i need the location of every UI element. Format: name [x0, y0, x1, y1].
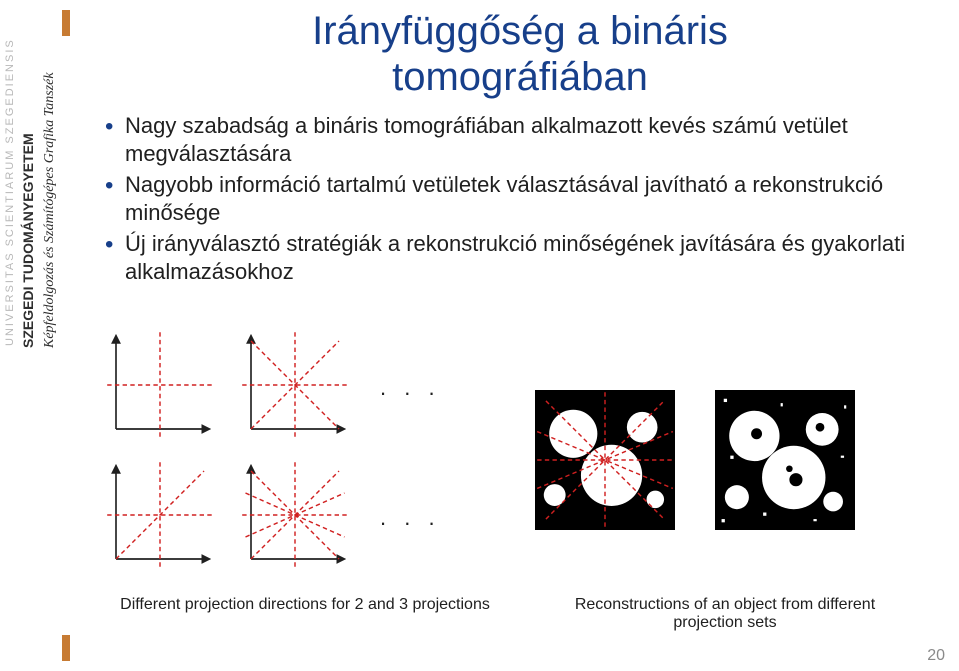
univ-label-hungarian: SZEGEDI TUDOMÁNYEGYETEM: [20, 133, 36, 348]
bullet-item: Új irányválasztó stratégiák a rekonstruk…: [105, 230, 945, 285]
dept-label: Képfeldolgozás és Számítógépes Grafika T…: [42, 72, 58, 348]
sidebar: UNIVERSITAS SCIENTIARUM SZEGEDIENSIS SZE…: [0, 0, 80, 671]
bullet-list: Nagy szabadság a bináris tomográfiában a…: [95, 112, 945, 285]
figure-captions: Different projection directions for 2 an…: [95, 596, 945, 632]
projection-diagram-2dir-b: [240, 330, 350, 440]
decor-block-bottom: [62, 635, 70, 661]
bullet-item: Nagy szabadság a bináris tomográfiában a…: [105, 112, 945, 167]
title-line-2: tomográfiában: [392, 55, 648, 99]
reconstruction-clean: [535, 390, 675, 530]
ellipsis-bottom: . . .: [380, 505, 441, 531]
projection-diagram-3dir-b: [240, 460, 350, 570]
decor-block-top: [62, 10, 70, 36]
reconstruction-noisy: [715, 390, 855, 530]
slide-number: 20: [927, 647, 945, 665]
projection-diagram-2dir-a: [105, 330, 215, 440]
bullet-item: Nagyobb információ tartalmú vetületek vá…: [105, 171, 945, 226]
caption-right: Reconstructions of an object from differ…: [515, 596, 935, 632]
ellipsis-top: . . .: [380, 375, 441, 401]
projection-diagram-3dir-a: [105, 460, 215, 570]
univ-label-latin: UNIVERSITAS SCIENTIARUM SZEGEDIENSIS: [4, 38, 16, 346]
figure-area: . . . . . .: [95, 330, 935, 590]
title-line-1: Irányfüggőség a bináris: [312, 9, 728, 53]
page-title: Irányfüggőség a bináris tomográfiában: [95, 8, 945, 100]
caption-left: Different projection directions for 2 an…: [95, 596, 515, 632]
slide-content: Irányfüggőség a bináris tomográfiában Na…: [95, 0, 945, 671]
